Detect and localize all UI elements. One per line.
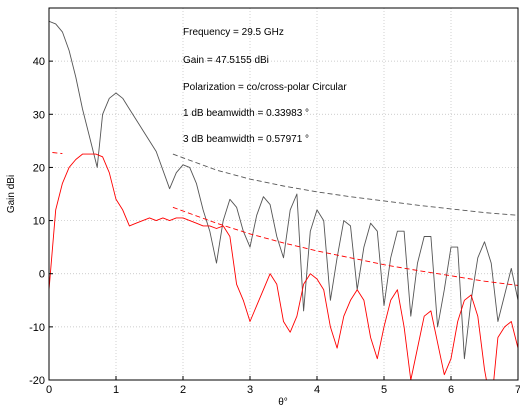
x-axis-label: θ° — [278, 397, 288, 408]
y-tick-label: 0 — [39, 269, 45, 281]
x-tick-label: 4 — [314, 384, 320, 396]
y-axis-label: Gain dBi — [6, 175, 17, 213]
x-tick-label: 6 — [448, 384, 454, 396]
y-tick-label: -10 — [29, 322, 45, 334]
series-line-1 — [49, 153, 518, 380]
y-tick-label: 30 — [33, 109, 45, 121]
annotation-frequency: Frequency = 29.5 GHz — [183, 27, 284, 38]
x-tick-label: 3 — [247, 384, 253, 396]
series-layer — [49, 20, 518, 380]
y-tick-label: 40 — [33, 56, 45, 68]
x-tick-label: 5 — [381, 384, 387, 396]
series-line-3-dashed — [172, 206, 518, 286]
annotation-3db-beamwidth: 3 dB beamwidth = 0.57971 ° — [183, 134, 309, 145]
plot-background — [49, 8, 518, 380]
x-tick-label: 0 — [46, 384, 52, 396]
x-tick-label: 7 — [515, 384, 520, 396]
x-tick-label: 1 — [113, 384, 119, 396]
annotation-gain: Gain = 47.5155 dBi — [183, 55, 269, 66]
y-tick-label: 20 — [33, 162, 45, 174]
plot-frame — [48, 7, 519, 381]
series-line-4-dashed — [52, 152, 63, 155]
annotation-1db-beamwidth: 1 dB beamwidth = 0.33983 ° — [183, 108, 309, 119]
y-tick-label: 10 — [33, 216, 45, 228]
y-tick-label: -20 — [29, 375, 45, 387]
annotation-polarization: Polarization = co/cross-polar Circular — [183, 82, 347, 93]
annotations: Frequency = 29.5 GHz Gain = 47.5155 dBi … — [183, 27, 347, 145]
ticks: 0 1 2 3 4 5 6 7 -20 -10 0 10 20 30 40 — [29, 56, 520, 396]
series-line-0 — [49, 20, 518, 360]
x-tick-label: 2 — [180, 384, 186, 396]
